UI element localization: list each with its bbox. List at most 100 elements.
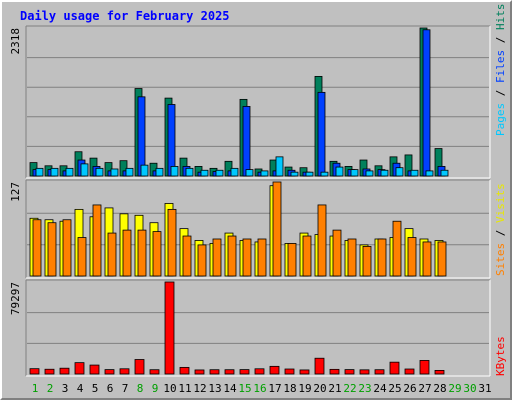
bar-sites-day-4 xyxy=(77,237,87,277)
bar-sites-day-6 xyxy=(107,232,117,277)
day-label-15: 15 xyxy=(238,382,251,395)
bar-pages-day-10 xyxy=(170,166,179,177)
day-label-18: 18 xyxy=(283,382,296,395)
bar-kbytes-day-5 xyxy=(89,364,100,375)
bar-pages-day-24 xyxy=(380,169,389,177)
legend-entry: Visits xyxy=(494,183,507,223)
bar-sites-day-14 xyxy=(227,235,237,277)
day-label-3: 3 xyxy=(62,382,69,395)
bar-sites-day-13 xyxy=(212,238,222,277)
day-label-30: 30 xyxy=(463,382,476,395)
bar-pages-day-20 xyxy=(320,171,329,177)
day-label-6: 6 xyxy=(107,382,114,395)
axis-max-label: 79297 xyxy=(9,282,22,315)
day-label-14: 14 xyxy=(223,382,237,395)
bar-pages-day-28 xyxy=(440,169,449,177)
day-label-8: 8 xyxy=(137,382,144,395)
day-label-2: 2 xyxy=(47,382,54,395)
bar-kbytes-day-17 xyxy=(269,365,280,375)
bar-kbytes-day-7 xyxy=(119,368,130,375)
day-label-25: 25 xyxy=(388,382,401,395)
bar-pages-day-11 xyxy=(185,167,194,177)
bar-kbytes-day-10 xyxy=(164,281,175,375)
bar-kbytes-day-14 xyxy=(224,369,235,375)
day-label-9: 9 xyxy=(152,382,159,395)
day-label-24: 24 xyxy=(373,382,387,395)
bar-sites-day-24 xyxy=(377,238,387,277)
bar-sites-day-19 xyxy=(302,235,312,277)
day-label-10: 10 xyxy=(163,382,176,395)
bar-pages-day-5 xyxy=(95,167,104,177)
bar-kbytes-day-2 xyxy=(44,368,55,375)
panel-hits-files-pages: 2318 xyxy=(9,25,491,179)
bar-pages-day-15 xyxy=(245,169,254,177)
bar-sites-day-27 xyxy=(422,241,432,277)
bar-sites-day-3 xyxy=(62,219,72,277)
bar-kbytes-day-23 xyxy=(359,369,370,375)
day-label-26: 26 xyxy=(403,382,416,395)
bar-kbytes-day-1 xyxy=(29,368,40,375)
bar-sites-day-10 xyxy=(167,208,177,277)
bar-kbytes-day-19 xyxy=(299,369,310,375)
day-label-17: 17 xyxy=(268,382,281,395)
bar-kbytes-day-8 xyxy=(134,359,145,375)
bar-kbytes-day-15 xyxy=(239,369,250,375)
legend-entry: KBytes xyxy=(494,336,507,376)
bar-kbytes-day-13 xyxy=(209,369,220,375)
bar-sites-day-9 xyxy=(152,231,162,277)
bar-pages-day-9 xyxy=(155,167,164,177)
bar-files-day-10 xyxy=(167,104,176,177)
bar-pages-day-1 xyxy=(35,167,44,177)
day-label-27: 27 xyxy=(418,382,431,395)
bar-kbytes-day-9 xyxy=(149,369,160,375)
day-label-4: 4 xyxy=(77,382,84,395)
bar-pages-day-6 xyxy=(110,168,119,177)
bar-sites-day-11 xyxy=(182,235,192,277)
plot-area xyxy=(26,26,490,178)
bar-pages-day-26 xyxy=(410,169,419,177)
bar-kbytes-day-25 xyxy=(389,361,400,375)
plot-area xyxy=(26,280,490,376)
chart-title: Daily usage for February 2025 xyxy=(20,9,230,23)
day-label-20: 20 xyxy=(313,382,326,395)
bar-kbytes-day-20 xyxy=(314,357,325,375)
bar-pages-day-4 xyxy=(80,163,89,177)
bar-pages-day-19 xyxy=(305,171,314,177)
bar-kbytes-day-12 xyxy=(194,369,205,375)
bar-kbytes-day-22 xyxy=(344,369,355,375)
bar-sites-day-1 xyxy=(32,219,42,277)
bar-sites-day-23 xyxy=(362,245,372,277)
day-label-28: 28 xyxy=(433,382,446,395)
day-label-22: 22 xyxy=(343,382,356,395)
bar-pages-day-16 xyxy=(260,170,269,177)
legend-sites-visits: Sites / Visits xyxy=(494,183,507,276)
bar-sites-day-15 xyxy=(242,238,252,277)
bar-kbytes-day-4 xyxy=(74,362,85,375)
day-label-29: 29 xyxy=(448,382,461,395)
bar-pages-day-2 xyxy=(50,167,59,177)
bar-sites-day-22 xyxy=(347,238,357,277)
bar-pages-day-7 xyxy=(125,167,134,177)
bar-pages-day-8 xyxy=(140,164,149,177)
day-label-11: 11 xyxy=(178,382,191,395)
bar-kbytes-day-11 xyxy=(179,366,190,375)
bar-pages-day-13 xyxy=(215,169,224,177)
bar-sites-day-25 xyxy=(392,220,402,277)
day-label-23: 23 xyxy=(358,382,371,395)
day-label-5: 5 xyxy=(92,382,99,395)
bar-files-day-15 xyxy=(242,106,251,177)
panel-kbytes: 79297 xyxy=(9,279,491,377)
bar-kbytes-day-6 xyxy=(104,369,115,375)
bar-sites-day-2 xyxy=(47,222,57,277)
bar-pages-day-18 xyxy=(290,171,299,177)
bar-sites-day-16 xyxy=(257,238,267,277)
day-label-1: 1 xyxy=(32,382,39,395)
legend-entry: / xyxy=(494,83,507,103)
bar-kbytes-day-28 xyxy=(434,370,445,375)
bar-sites-day-8 xyxy=(137,229,147,277)
bar-kbytes-day-3 xyxy=(59,367,70,375)
day-label-13: 13 xyxy=(208,382,221,395)
day-label-31: 31 xyxy=(478,382,491,395)
bar-sites-day-20 xyxy=(317,204,327,277)
